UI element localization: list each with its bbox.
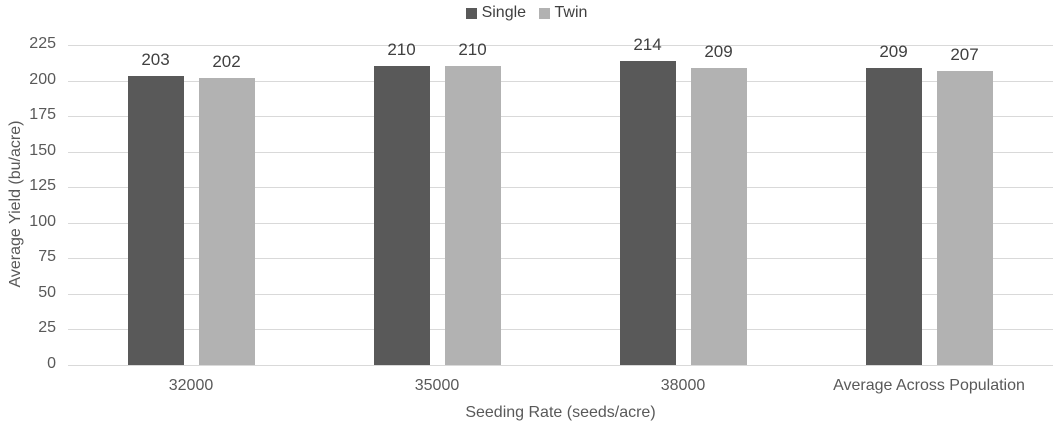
data-label: 209	[879, 41, 908, 61]
y-tick-label: 100	[29, 212, 56, 230]
y-tick-label: 225	[29, 35, 56, 52]
y-tick-label: 25	[38, 319, 56, 337]
legend-item-twin: Twin	[538, 4, 588, 22]
y-tick-label: 150	[29, 141, 56, 159]
data-label: 207	[950, 44, 979, 64]
chart-legend: Single Twin	[0, 4, 1053, 24]
data-label: 202	[212, 51, 241, 71]
x-tick-label: 38000	[660, 377, 706, 394]
x-tick-label: Average Across Population	[833, 377, 1025, 394]
gridline	[68, 187, 1053, 189]
bar-single	[865, 67, 922, 365]
gridline	[68, 80, 1053, 82]
legend-label-twin: Twin	[554, 4, 588, 21]
data-label: 203	[141, 50, 170, 70]
x-axis-title: Seeding Rate (seeds/acre)	[465, 404, 656, 421]
y-tick-label: 200	[29, 70, 56, 88]
y-tick-label: 75	[38, 248, 56, 266]
bar-twin	[198, 77, 255, 365]
bar-twin	[936, 70, 993, 365]
legend-item-single: Single	[465, 4, 527, 22]
data-label: 209	[704, 41, 733, 61]
gridline	[68, 365, 1053, 366]
plot-area: 203 202 210 210 214 209 209 207	[68, 35, 1053, 366]
bar-single	[373, 66, 430, 365]
gridline	[68, 222, 1053, 224]
gridline	[68, 293, 1053, 295]
gridline	[68, 329, 1053, 331]
y-tick-label: 50	[38, 283, 56, 301]
legend-swatch-twin	[538, 7, 550, 19]
x-tick-label: 35000	[414, 377, 460, 394]
bar-single	[619, 60, 676, 365]
gridline	[68, 116, 1053, 118]
gridline	[68, 45, 1053, 46]
y-tick-label: 0	[47, 355, 56, 372]
y-axis-title: Average Yield (bu/acre)	[7, 120, 24, 288]
bar-twin	[444, 66, 501, 365]
legend-label-single: Single	[481, 4, 527, 21]
y-tick-label: 125	[29, 177, 56, 195]
gridline	[68, 151, 1053, 153]
legend-swatch-single	[465, 7, 477, 19]
bar-single	[127, 76, 184, 365]
data-label: 210	[387, 40, 416, 60]
gridline	[68, 258, 1053, 260]
data-label: 214	[633, 34, 662, 54]
y-tick-label: 175	[29, 106, 56, 124]
x-tick-label: 32000	[168, 377, 214, 394]
data-label: 210	[458, 40, 487, 60]
bar-twin	[690, 67, 747, 365]
